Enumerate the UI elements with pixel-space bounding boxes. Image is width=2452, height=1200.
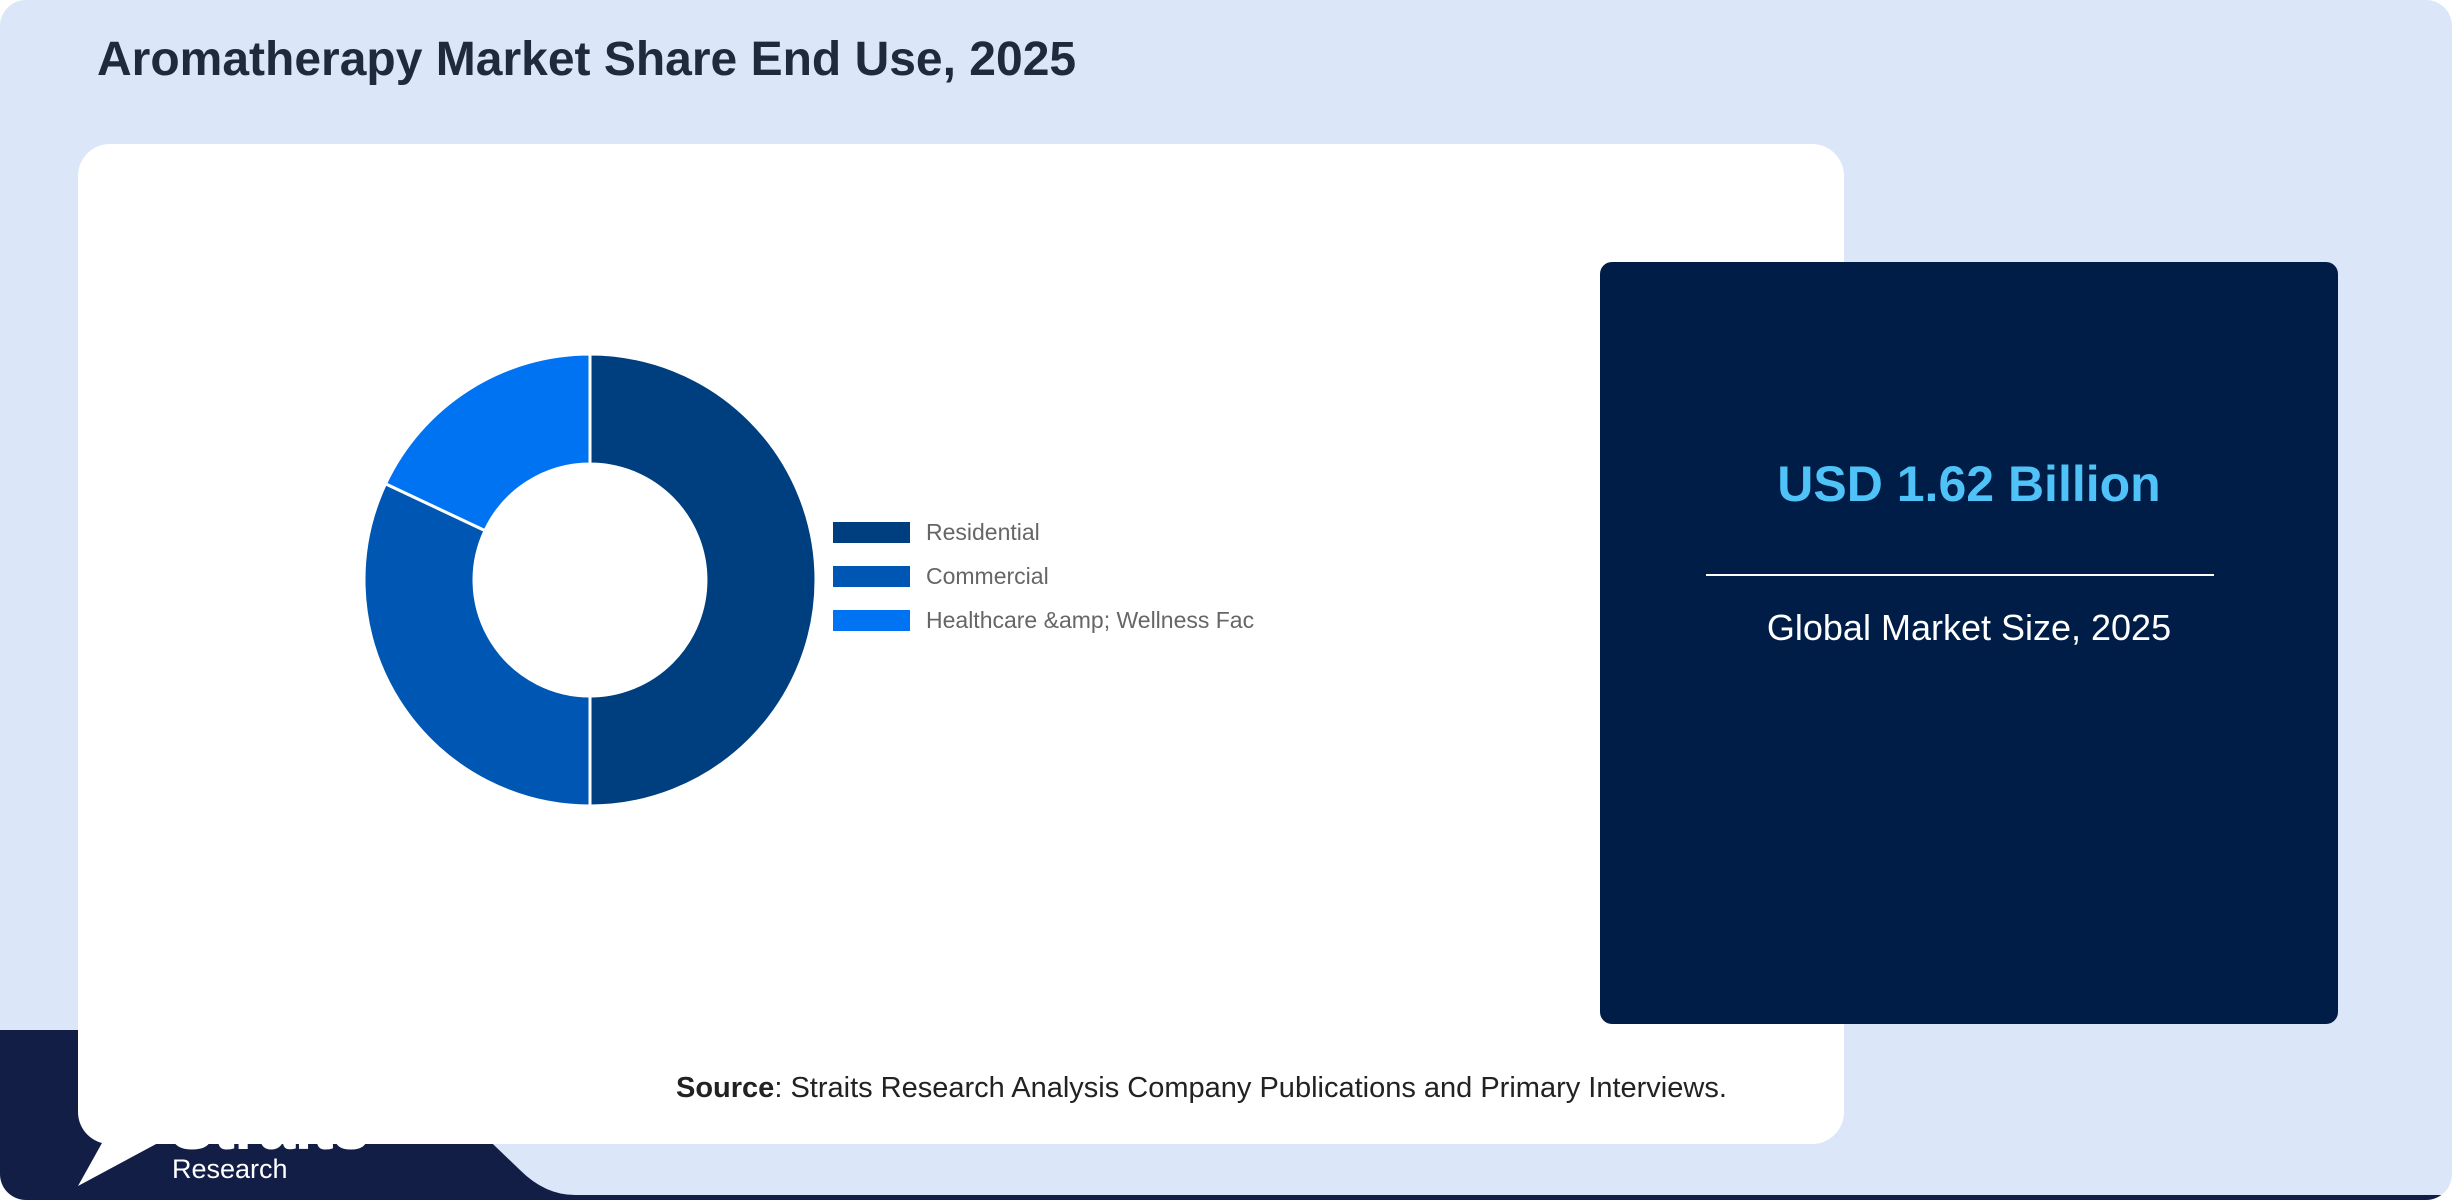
- donut-slice-healthcare-amp-wellness-fac: [383, 352, 592, 533]
- legend-label: Commercial: [926, 562, 1049, 589]
- page-title: Aromatherapy Market Share End Use, 2025: [97, 33, 1077, 86]
- chart-legend: Residential Commercial Healthcare &amp; We…: [833, 515, 1265, 647]
- legend-label: Residential: [926, 518, 1040, 545]
- source-label: Source: [676, 1072, 775, 1104]
- card-divider: [1706, 574, 2214, 576]
- market-size-card: USD 1.62 Billion Global Market Size, 202…: [1600, 262, 2338, 1024]
- source-text: : Straits Research Analysis Company Publ…: [774, 1072, 1727, 1104]
- logo-subtitle: Research: [172, 1154, 288, 1184]
- legend-label: Healthcare &amp; Wellness Fac: [926, 606, 1255, 633]
- straits-logo: Straits Research: [78, 1090, 398, 1188]
- legend-swatch: [833, 609, 910, 631]
- donut-slice-commercial: [362, 481, 592, 808]
- legend-swatch: [833, 565, 910, 587]
- source-note: Source: Straits Research Analysis Compan…: [676, 1072, 1727, 1105]
- legend-item: Residential: [833, 515, 1265, 549]
- legend-swatch: [833, 521, 910, 543]
- market-size-value: USD 1.62 Billion: [1777, 456, 2161, 512]
- arrow-logo-icon: [78, 1100, 158, 1186]
- market-size-label: Global Market Size, 2025: [1766, 607, 2172, 648]
- donut-slice-residential: [588, 352, 818, 808]
- legend-item: Healthcare &amp; Wellness Fac: [833, 603, 1265, 637]
- legend-item: Commercial: [833, 559, 1265, 593]
- donut-chart: [362, 352, 818, 808]
- logo-name: Straits: [170, 1089, 369, 1163]
